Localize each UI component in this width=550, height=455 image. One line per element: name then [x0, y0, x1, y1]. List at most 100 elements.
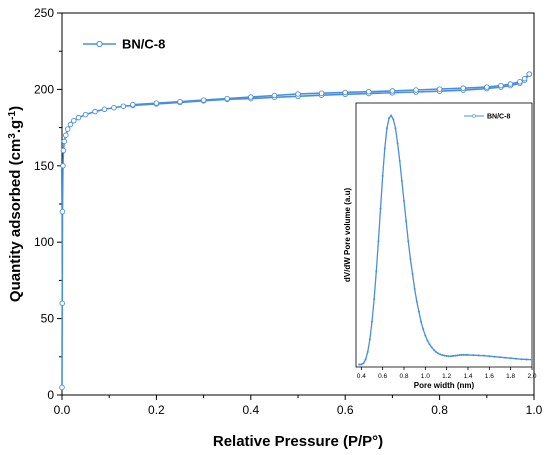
y-title-main: Quantity adsorbed (cm: [7, 139, 24, 302]
y-title-mid: .g: [7, 120, 24, 133]
inset-data-point: [432, 348, 435, 351]
inset-data-point: [449, 355, 452, 358]
inset-data-point: [381, 174, 384, 177]
data-point: [460, 85, 466, 91]
inset-data-point: [445, 354, 448, 357]
inset-data-point: [435, 350, 437, 353]
data-point: [507, 81, 514, 87]
x-tick-label: 0.6: [337, 403, 354, 417]
y-tick-label: 0: [47, 388, 54, 402]
x-tick-label: 1.0: [526, 403, 543, 417]
inset-series: [358, 114, 533, 366]
inset-data-point: [531, 358, 533, 361]
inset-legend-label: BN/C-8: [487, 114, 510, 121]
data-point: [71, 117, 77, 124]
data-point: [101, 106, 108, 113]
inset-ticks: 0.4 0.6 0.8 1.0 1.2 1.4 1.6 1.8 2.0: [357, 367, 537, 380]
inset-data-point: [515, 357, 517, 360]
inset-data-point: [373, 298, 376, 301]
inset-data-point: [525, 358, 528, 361]
inset-data-point: [422, 328, 425, 331]
x-tick-label: 0.2: [148, 403, 165, 417]
inset-x-tick-label: 0.6: [378, 373, 387, 380]
inset-x-tick-label: 0.4: [357, 373, 366, 380]
inset-data-point: [403, 200, 405, 203]
inset-data-point: [375, 270, 378, 273]
inset-data-point: [360, 363, 363, 366]
inset-x-axis-title: Pore width (nm): [414, 381, 475, 390]
inset-data-point: [430, 346, 433, 349]
inset-data-point: [405, 220, 408, 223]
inset-data-point: [396, 142, 399, 145]
inset-x-tick-label: 0.8: [399, 373, 408, 380]
inset-data-point: [472, 354, 475, 357]
inset-data-point: [385, 127, 388, 130]
inset-data-point: [443, 354, 446, 357]
inset-data-point: [441, 354, 444, 357]
inset-data-point: [377, 240, 380, 243]
data-point: [413, 87, 419, 93]
inset-data-point: [415, 300, 418, 303]
inset-data-point: [364, 358, 367, 361]
inset-data-point: [499, 356, 501, 359]
inset-series-line: [359, 114, 533, 366]
main-legend-label: BN/C-8: [122, 37, 165, 52]
inset-chart: 0.4 0.6 0.8 1.0 1.2 1.4 1.6 1.8 2.0 BN/C-8 Pore …: [343, 102, 537, 390]
inset-data-point: [398, 159, 401, 162]
data-point: [224, 95, 230, 102]
inset-data-point: [428, 343, 431, 346]
inset-legend: BN/C-8: [464, 114, 510, 121]
inset-data-point: [504, 356, 507, 359]
inset-data-point: [464, 353, 467, 356]
data-point: [59, 384, 65, 391]
inset-data-point: [420, 320, 423, 323]
data-point: [60, 163, 66, 169]
data-point: [521, 75, 528, 82]
main-x-axis-title: Relative Pressure (P/P°): [213, 433, 383, 450]
inset-data-point: [454, 354, 457, 357]
inset-x-tick-label: 1.4: [463, 373, 472, 380]
data-point: [92, 108, 98, 115]
data-point: [130, 101, 136, 108]
inset-data-point: [407, 240, 410, 243]
inset-data-point: [394, 127, 397, 130]
data-point: [318, 90, 325, 96]
data-point: [60, 147, 67, 154]
data-point: [484, 84, 490, 90]
x-tick-label: 0.0: [54, 403, 71, 417]
y-title-sup2: -1: [7, 110, 18, 119]
x-tick-label: 0.8: [431, 403, 448, 417]
inset-data-point: [388, 117, 391, 120]
data-point: [295, 91, 301, 97]
data-point: [248, 94, 254, 100]
inset-data-point: [477, 354, 480, 357]
data-point: [75, 114, 82, 121]
inset-data-point: [390, 114, 393, 117]
inset-data-point: [467, 353, 469, 356]
data-point: [120, 103, 127, 109]
inset-data-point: [368, 338, 371, 341]
data-point: [61, 138, 68, 145]
x-tick-label: 0.4: [242, 403, 259, 417]
y-tick-label: 50: [41, 312, 55, 326]
inset-data-point: [400, 179, 403, 182]
inset-plot-frame: [355, 102, 533, 368]
main-y-axis-title: Quantity adsorbed (cm3.g-1): [7, 106, 24, 302]
inset-data-point: [413, 288, 416, 291]
data-point: [177, 98, 183, 105]
inset-data-point: [488, 355, 491, 358]
data-point: [59, 300, 65, 307]
data-point: [526, 71, 533, 77]
data-point: [517, 79, 523, 85]
inset-data-point: [383, 147, 386, 150]
inset-data-point: [392, 118, 395, 121]
main-legend: BN/C-8: [83, 37, 165, 52]
inset-x-tick-label: 2.0: [527, 373, 536, 380]
data-point: [67, 121, 74, 128]
y-title-sup1: 3: [7, 133, 18, 139]
data-point: [153, 100, 160, 106]
inset-data-point: [509, 357, 512, 360]
main-ticks: 0.0 0.2 0.4 0.6 0.8 1.0 0 50 100 150 200 250: [34, 6, 543, 417]
data-point: [200, 97, 207, 103]
inset-data-point: [452, 354, 455, 357]
